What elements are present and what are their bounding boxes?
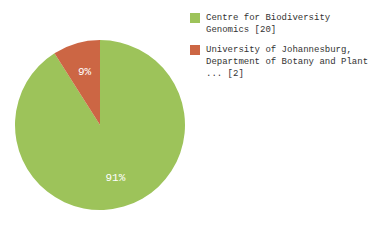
html-text:Department of Botany and Plant: Department of Botany and Plant	[206, 57, 368, 67]
svg-text:91%: 91%	[106, 172, 126, 184]
html-text:Genomics [20]: Genomics [20]	[206, 25, 277, 35]
html-text:... [2]: ... [2]	[206, 69, 244, 79]
html-text:University of Johannesburg,: University of Johannesburg,	[206, 45, 352, 55]
svg-text:9%: 9%	[78, 66, 92, 78]
html-text:Centre for Biodiversity: Centre for Biodiversity	[206, 13, 331, 23]
